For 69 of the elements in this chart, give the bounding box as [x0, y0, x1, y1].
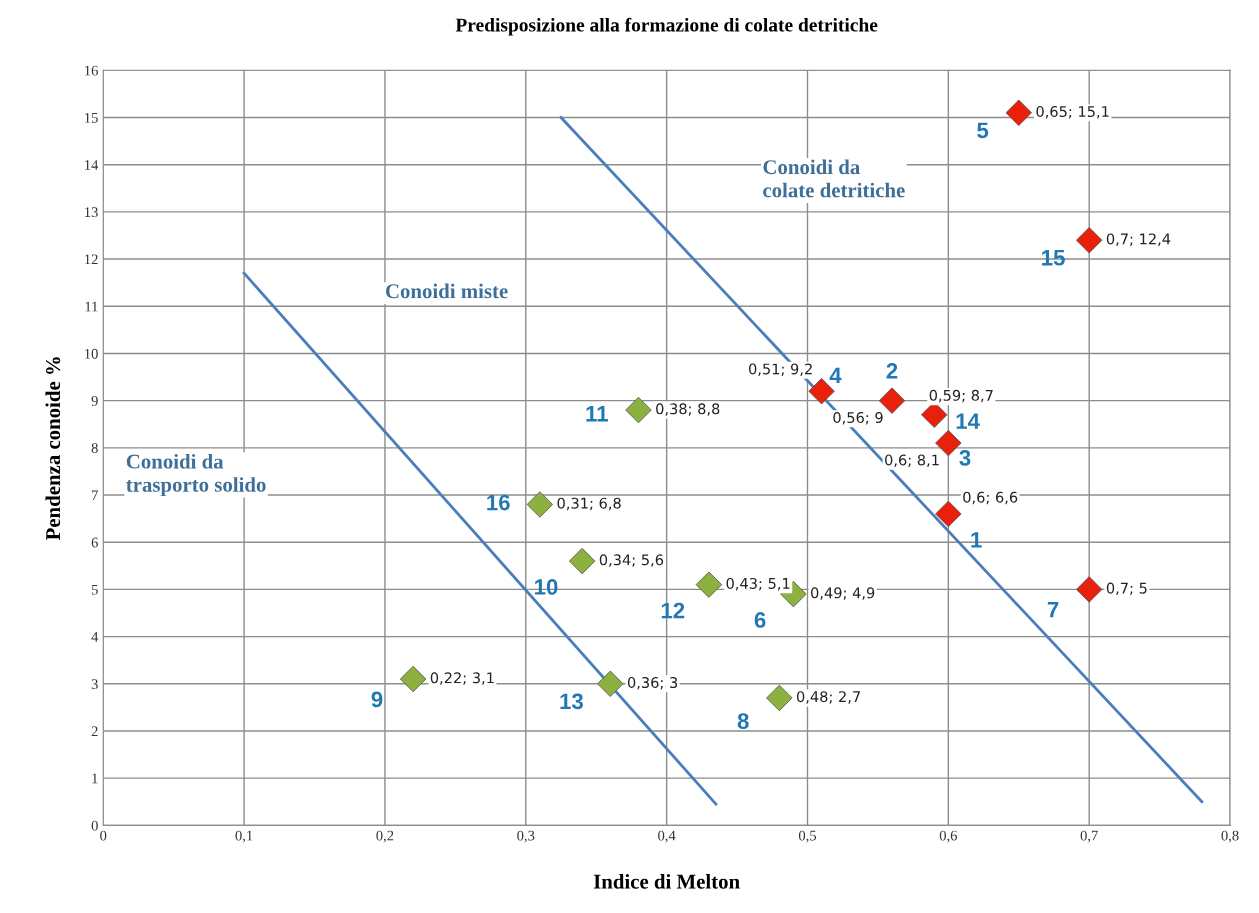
annotation: 12 [661, 602, 685, 619]
data-label: 0,6; 8,1 [885, 454, 939, 467]
annotation: 2 [886, 363, 898, 379]
point [878, 387, 906, 414]
data-label: 0,48; 2,7 [796, 691, 860, 704]
y-tick-label: 2 [91, 726, 98, 737]
annotation: 1 [971, 532, 982, 548]
data-label: 0,51; 9,2 [748, 363, 812, 376]
point [1076, 576, 1103, 603]
data-label: 0,7; 5 [1106, 582, 1147, 596]
data-label: 0,34; 5,6 [599, 554, 664, 567]
annotation: 8 [737, 713, 749, 729]
x-tick-label: 0,6 [939, 830, 958, 843]
y-tick-label: 5 [91, 584, 98, 595]
annotation: Conoidi da colate detritiche [763, 159, 905, 198]
annotation: 11 [586, 406, 608, 422]
data-label: 0,49; 4,9 [811, 587, 875, 600]
x-tick-label: 0,5 [798, 830, 817, 843]
y-tick-label: 13 [85, 207, 98, 218]
y-tick-label: 16 [85, 65, 98, 76]
x-tick-label: 0,4 [658, 830, 676, 843]
data-label: 0,6; 6,6 [963, 491, 1018, 505]
x-tick-label: 0,7 [1080, 830, 1098, 843]
annotation: 6 [754, 612, 766, 628]
data-label: 0,7; 12,4 [1106, 233, 1171, 246]
y-axis-title: Pendenza conoide % [45, 357, 61, 541]
y-tick-label: 8 [91, 443, 98, 454]
y-tick-label: 7 [92, 490, 98, 501]
chart-title: Predisposizione alla formazione di colate detritiche [455, 17, 878, 36]
annotation: 16 [487, 494, 510, 511]
x-tick-label: 0,1 [235, 830, 253, 843]
data-label: 0,43; 5,1 [726, 577, 790, 591]
y-tick-label: 4 [91, 632, 99, 642]
y-tick-label: 1 [92, 773, 98, 784]
y-tick-label: 12 [85, 254, 98, 265]
annotation: 3 [959, 450, 971, 466]
annotation: 10 [535, 579, 558, 595]
x-axis-title: Indice di Melton [593, 873, 740, 889]
y-tick-label: 9 [91, 396, 98, 406]
annotation: 9 [371, 691, 383, 708]
data-label: 0,59; 8,7 [929, 389, 993, 403]
annotation: 7 [1047, 602, 1059, 618]
y-tick-label: 11 [85, 301, 98, 312]
y-tick-label: 3 [91, 679, 98, 689]
data-label: 0,65; 15,1 [1036, 105, 1109, 119]
point [1076, 227, 1103, 254]
annotation: 13 [560, 693, 583, 710]
x-tick-label: 0 [100, 830, 107, 841]
data-label: 0,22; 3,1 [430, 672, 494, 685]
data-label: 0,56; 9 [833, 412, 883, 425]
annotation: Conoidi da trasporto solido [126, 453, 266, 497]
y-tick-label: 6 [91, 537, 98, 548]
data-label: 0,36; 3 [627, 676, 678, 690]
annotation: 5 [977, 122, 989, 139]
annotation: 4 [829, 367, 842, 384]
x-tick-label: 0,2 [376, 830, 394, 843]
point [597, 670, 624, 697]
annotation: 15 [1042, 250, 1065, 266]
data-label: 0,38; 8,8 [656, 403, 720, 416]
data-label: 0,31; 6,8 [557, 497, 621, 511]
x-tick-label: 0,3 [517, 830, 535, 843]
point [625, 396, 652, 424]
y-tick-label: 14 [85, 160, 99, 170]
annotation: Conoidi miste [385, 283, 508, 299]
annotation: 14 [956, 413, 980, 429]
y-tick-label: 0 [91, 820, 98, 831]
y-tick-label: 10 [85, 348, 98, 359]
y-tick-label: 15 [85, 112, 98, 123]
x-tick-label: 0,8 [1221, 830, 1239, 843]
